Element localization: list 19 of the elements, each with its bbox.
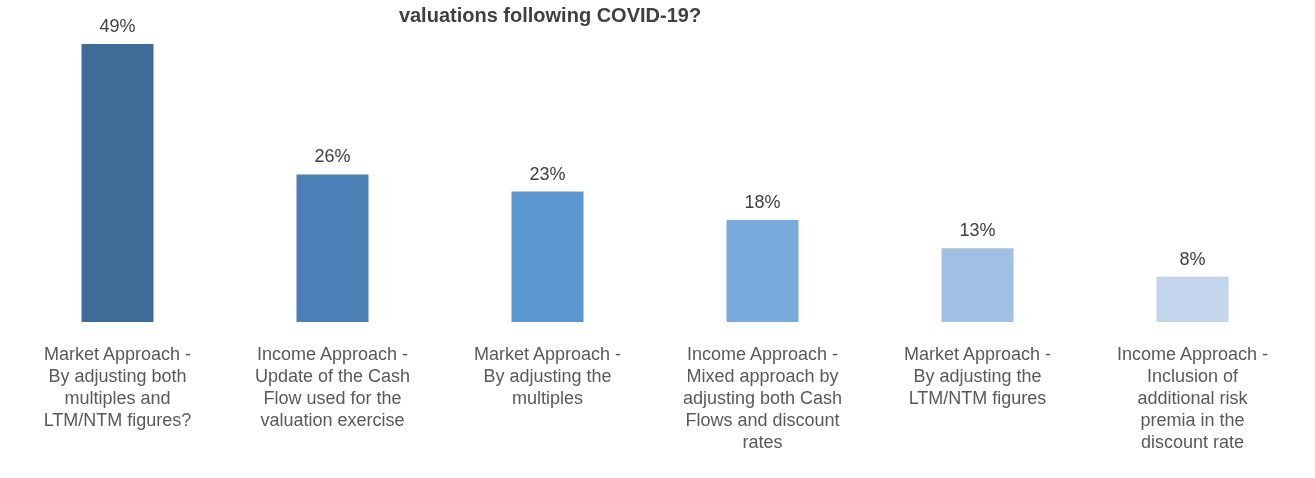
bar	[941, 248, 1014, 322]
bar	[1156, 276, 1229, 322]
data-label: 26%	[314, 146, 351, 167]
bar	[81, 44, 154, 322]
data-label: 8%	[1179, 248, 1206, 269]
x-tick-label: Market Approach - By adjusting the multiples	[473, 344, 622, 408]
data-label: 49%	[99, 16, 136, 36]
x-tick-label: Income Approach - Inclusion of additional risk premia in the discount rate	[1116, 344, 1269, 452]
data-label: 18%	[744, 191, 781, 212]
bar	[296, 174, 369, 322]
x-tick-label: Income Approach - Mixed approach by adjusting both Cash Flows and discount rates	[682, 344, 843, 452]
x-tick-label: Income Approach - Update of the Cash Flow used for the valuation exercise	[254, 344, 411, 430]
x-tick-label: Market Approach - By adjusting both multiples and LTM/NTM figures?	[43, 344, 192, 430]
bar	[726, 219, 799, 322]
x-tick-label: Market Approach - By adjusting the LTM/NTM figures	[903, 344, 1052, 408]
data-label: 13%	[959, 220, 996, 241]
data-label: 23%	[529, 163, 566, 184]
bar	[511, 191, 584, 322]
chart-title: valuations following COVID-19?	[398, 4, 702, 26]
